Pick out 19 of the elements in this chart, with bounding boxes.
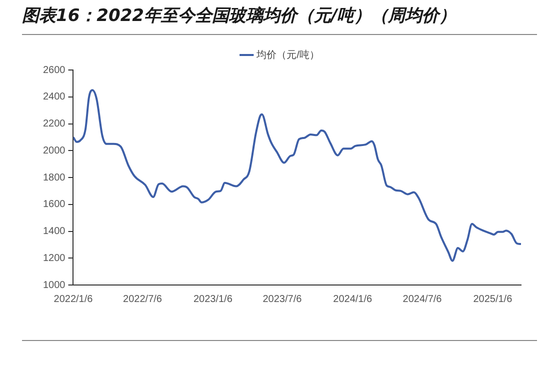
x-tick-label: 2022/1/6 — [54, 294, 94, 305]
y-tick-label: 1600 — [42, 199, 66, 210]
chart-title: 图表16：2022年至今全国玻璃均价（元/吨）（周均价） — [22, 5, 456, 27]
y-tick-label: 1800 — [42, 172, 66, 184]
x-tick-label: 2024/7/6 — [402, 294, 442, 305]
y-tick-label: 1400 — [42, 226, 66, 237]
x-tick-label: 2022/7/6 — [123, 294, 162, 305]
y-tick-label: 2600 — [42, 64, 66, 76]
y-tick-label: 2200 — [42, 118, 66, 130]
x-tick-label: 2023/7/6 — [262, 294, 302, 305]
y-tick-label: 2400 — [42, 92, 66, 103]
y-tick-label: 1000 — [42, 280, 66, 291]
legend-label: 均价（元/吨） — [256, 48, 320, 61]
x-tick-label: 2024/1/6 — [333, 294, 373, 305]
y-tick-label: 2000 — [42, 145, 66, 156]
x-tick-label: 2025/1/6 — [473, 294, 513, 305]
y-tick-label: 1200 — [42, 252, 66, 264]
line-series — [73, 89, 521, 262]
x-tick-label: 2023/1/6 — [193, 294, 233, 305]
